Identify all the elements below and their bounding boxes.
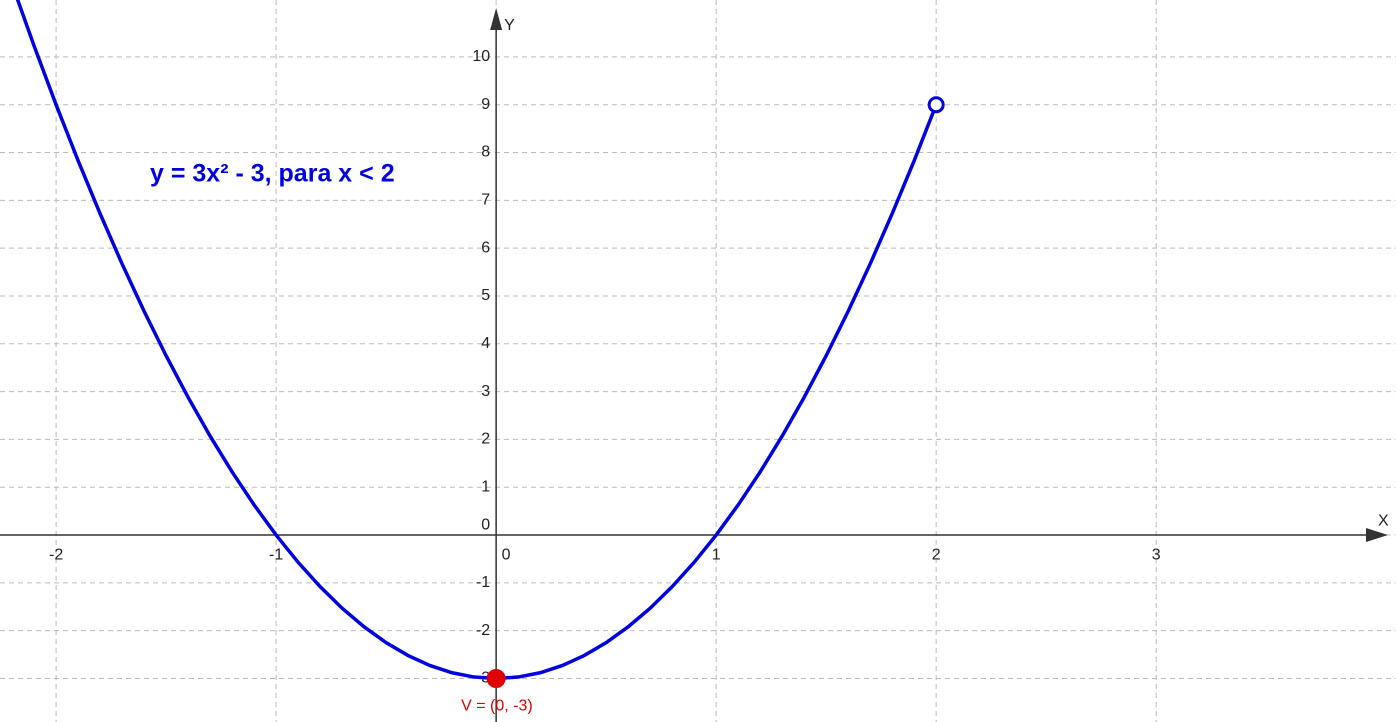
y-tick-label: 1 (481, 478, 490, 495)
x-tick-label: 0 (502, 546, 511, 563)
y-tick-label: 4 (481, 335, 490, 352)
y-tick-label: 0 (481, 516, 490, 533)
x-tick-label: 2 (932, 546, 941, 563)
y-tick-label: 7 (481, 192, 490, 209)
y-tick-label: 2 (481, 431, 490, 448)
y-tick-label: 5 (481, 287, 490, 304)
x-tick-label: -1 (269, 546, 283, 563)
y-tick-label: 8 (481, 144, 490, 161)
x-tick-label: 1 (712, 546, 721, 563)
y-tick-label: 9 (481, 96, 490, 113)
x-tick-label: -2 (49, 546, 63, 563)
x-axis-arrow (1366, 528, 1388, 543)
x-tick-label: 3 (1152, 546, 1161, 563)
y-tick-label: -1 (476, 574, 490, 591)
function-label: y = 3x² - 3, para x < 2 (150, 160, 395, 188)
y-tick-label: 6 (481, 239, 490, 256)
point-label: V = (0, -3) (461, 698, 533, 715)
y-axis-label: Y (504, 17, 515, 34)
y-axis-arrow (490, 8, 503, 30)
curve (15, 0, 938, 681)
y-tick-label: -2 (476, 622, 490, 639)
point (927, 96, 945, 114)
y-tick-label: 3 (481, 383, 490, 400)
point (486, 668, 506, 688)
y-tick-label: 10 (472, 48, 490, 65)
x-axis-label: X (1378, 512, 1389, 529)
